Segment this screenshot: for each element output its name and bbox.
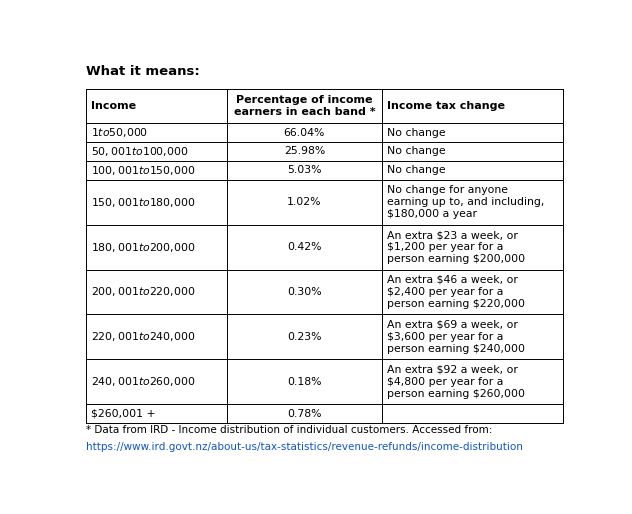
Text: No change: No change bbox=[387, 146, 446, 156]
Text: No change: No change bbox=[387, 127, 446, 138]
Text: 0.30%: 0.30% bbox=[287, 287, 322, 297]
Text: $50,001 to $100,000: $50,001 to $100,000 bbox=[91, 145, 188, 158]
Text: * Data from IRD - Income distribution of individual customers. Accessed from:: * Data from IRD - Income distribution of… bbox=[87, 426, 493, 435]
Text: $260,001 +: $260,001 + bbox=[91, 409, 156, 418]
Text: $200,001 to $220,000: $200,001 to $220,000 bbox=[91, 285, 195, 299]
Text: No change: No change bbox=[387, 166, 446, 175]
Text: Income: Income bbox=[91, 101, 137, 112]
Text: 0.23%: 0.23% bbox=[287, 332, 322, 342]
Text: $100,001 to $150,000: $100,001 to $150,000 bbox=[91, 164, 195, 177]
Text: $1 to $50,000: $1 to $50,000 bbox=[91, 126, 149, 139]
Text: $150,001 to $180,000: $150,001 to $180,000 bbox=[91, 196, 195, 209]
Text: No change for anyone
earning up to, and including,
$180,000 a year: No change for anyone earning up to, and … bbox=[387, 185, 544, 219]
Text: $180,001 to $200,000: $180,001 to $200,000 bbox=[91, 241, 195, 253]
Text: 0.78%: 0.78% bbox=[287, 409, 322, 418]
Text: https://www.ird.govt.nz/about-us/tax-statistics/revenue-refunds/income-distribut: https://www.ird.govt.nz/about-us/tax-sta… bbox=[87, 442, 523, 452]
Text: What it means:: What it means: bbox=[87, 65, 200, 78]
Text: An extra $46 a week, or
$2,400 per year for a
person earning $220,000: An extra $46 a week, or $2,400 per year … bbox=[387, 275, 525, 309]
Text: Income tax change: Income tax change bbox=[387, 101, 505, 112]
Text: $220,001 to $240,000: $220,001 to $240,000 bbox=[91, 331, 195, 343]
Text: $240,001 to $260,000: $240,001 to $260,000 bbox=[91, 375, 195, 388]
Text: 25.98%: 25.98% bbox=[284, 146, 325, 156]
Text: An extra $23 a week, or
$1,200 per year for a
person earning $200,000: An extra $23 a week, or $1,200 per year … bbox=[387, 230, 525, 264]
Text: 66.04%: 66.04% bbox=[284, 127, 325, 138]
Text: An extra $92 a week, or
$4,800 per year for a
person earning $260,000: An extra $92 a week, or $4,800 per year … bbox=[387, 365, 525, 399]
Text: 0.42%: 0.42% bbox=[287, 242, 322, 252]
Text: 5.03%: 5.03% bbox=[287, 166, 322, 175]
Text: An extra $69 a week, or
$3,600 per year for a
person earning $240,000: An extra $69 a week, or $3,600 per year … bbox=[387, 320, 525, 354]
Text: Percentage of income
earners in each band *: Percentage of income earners in each ban… bbox=[234, 95, 375, 117]
Text: 1.02%: 1.02% bbox=[287, 197, 322, 207]
Text: 0.18%: 0.18% bbox=[287, 377, 322, 387]
